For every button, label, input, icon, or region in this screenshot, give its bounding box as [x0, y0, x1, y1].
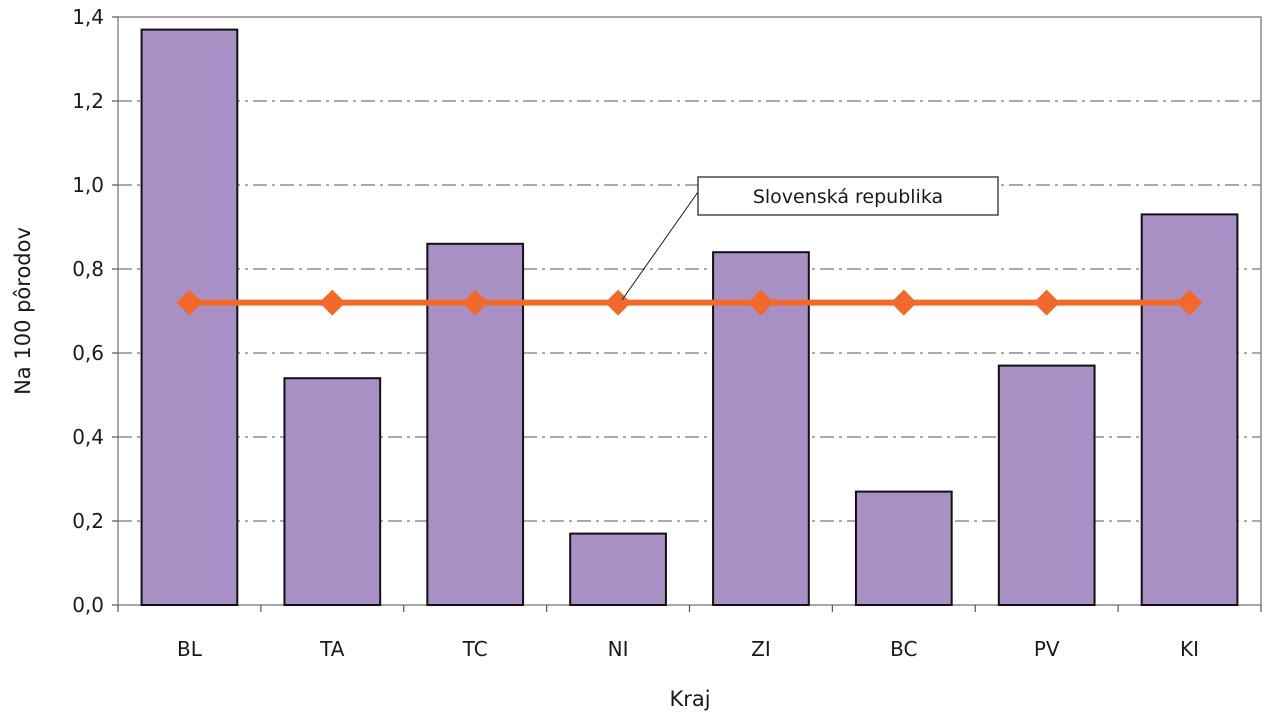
- y-tick-label: 1,4: [72, 5, 104, 29]
- bar: [854, 490, 953, 607]
- y-tick-label: 0,8: [72, 257, 104, 281]
- bars: [140, 28, 1239, 607]
- y-tick-label: 0,2: [72, 509, 104, 533]
- x-tick-label: ZI: [751, 637, 771, 661]
- x-tick-label: PV: [1034, 637, 1060, 661]
- callout-leader: [621, 191, 699, 301]
- x-axis-title: Kraj: [669, 687, 710, 711]
- y-tick-label: 0,4: [72, 425, 104, 449]
- line-marker: [1033, 289, 1060, 316]
- x-tick-label: BL: [177, 637, 203, 661]
- line-marker: [890, 289, 917, 316]
- y-tick-label: 1,2: [72, 89, 104, 113]
- x-tick-label: BC: [890, 637, 917, 661]
- y-tick-label: 0,6: [72, 341, 104, 365]
- line-marker: [747, 289, 774, 316]
- bar: [569, 532, 667, 606]
- x-tick-label: TA: [319, 637, 345, 661]
- slovak-republic-line: [176, 289, 1203, 316]
- x-tick-label: TC: [462, 637, 488, 661]
- y-tick-label: 1,0: [72, 173, 104, 197]
- line-marker: [462, 289, 489, 316]
- bar: [997, 364, 1096, 606]
- bar: [1140, 213, 1239, 606]
- x-tick-label: NI: [608, 637, 629, 661]
- bar: [283, 377, 382, 607]
- y-axis: 0,0 0,2 0,4 0,6 0,8 1,0 1,2 1,4: [72, 5, 118, 617]
- x-tick-label: KI: [1180, 637, 1199, 661]
- y-axis-title: Na 100 pôrodov: [11, 227, 35, 395]
- line-marker: [176, 289, 203, 316]
- line-marker: [1176, 289, 1203, 316]
- callout-box: [697, 176, 999, 216]
- series-callout: Slovenská republika: [621, 176, 999, 301]
- callout-label: Slovenská republika: [753, 186, 943, 208]
- bar: [140, 28, 239, 607]
- y-tick-label: 0,0: [72, 593, 104, 617]
- x-axis: BL TA TC NI ZI BC PV KI: [117, 605, 1262, 661]
- line-marker: [319, 289, 346, 316]
